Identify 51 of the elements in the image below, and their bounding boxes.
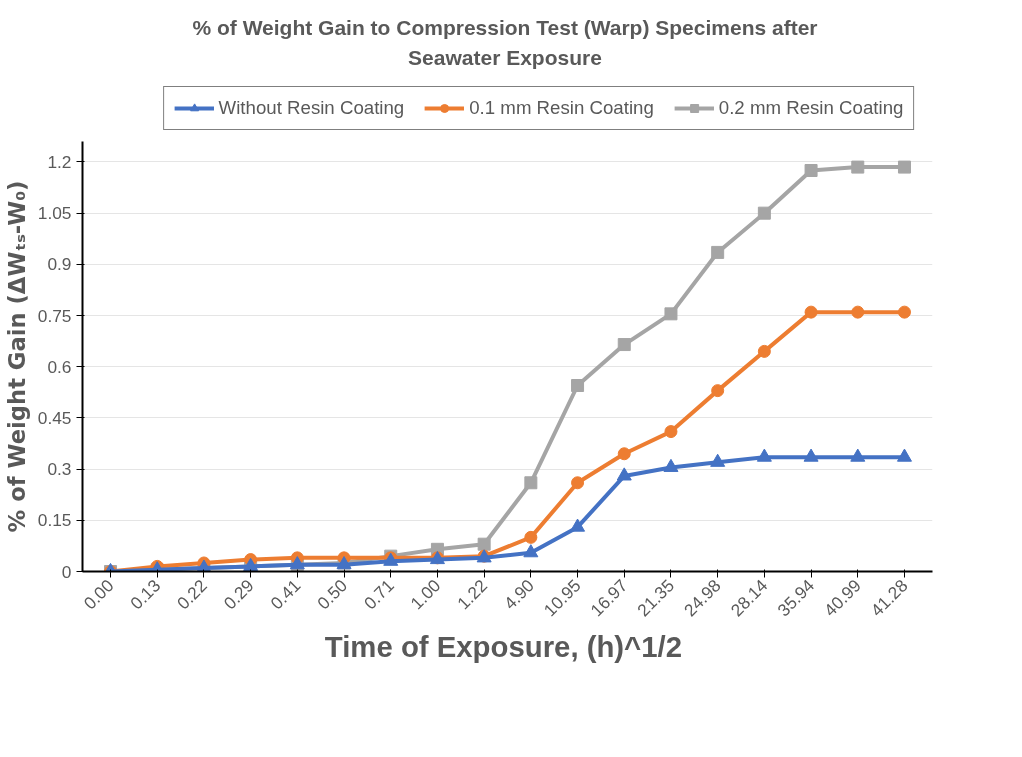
point [851, 160, 865, 174]
chart-title: % of Weight Gain to Compression Test (Warp) Specimens after Seawater Exposure [191, 15, 819, 71]
y-tick-label: 0.15 [37, 510, 72, 531]
y-tick-label: 0.75 [37, 305, 72, 326]
x-tick-label: 0.41 [266, 575, 305, 614]
point [756, 448, 772, 462]
x-tick-label: 0.13 [126, 575, 165, 614]
point [570, 518, 586, 532]
point [664, 307, 678, 321]
x-tick-label: 0.50 [313, 575, 352, 614]
point [710, 453, 726, 467]
point [664, 425, 678, 439]
x-tick-label: 0.00 [79, 575, 118, 614]
point [757, 344, 771, 358]
point [711, 245, 725, 259]
point [617, 338, 631, 352]
x-tick-label: 4.90 [499, 575, 538, 614]
y-tick-label: 1.2 [47, 151, 72, 172]
point [617, 447, 631, 461]
point [897, 160, 911, 174]
point [663, 458, 679, 472]
y-tick-label: 0.3 [47, 459, 72, 480]
x-axis-title: Time of Exposure, (h)^1/2 [324, 629, 683, 663]
point [524, 530, 538, 544]
legend-label: 0.1 mm Resin Coating [469, 97, 654, 119]
point [477, 537, 491, 551]
y-axis-title: % of Weight Gain (ΔWₜₛ-W₀) [3, 180, 30, 533]
point [757, 206, 771, 220]
point [897, 305, 911, 319]
point [523, 544, 539, 558]
y-tick-label: 0.9 [47, 254, 72, 275]
point [851, 305, 865, 319]
point [711, 384, 725, 398]
point [804, 164, 818, 178]
y-tick-label: 0.6 [47, 356, 72, 377]
x-tick-label: 0.29 [219, 575, 258, 614]
legend-label: Without Resin Coating [218, 97, 405, 119]
point [571, 476, 585, 490]
x-tick-label: 0.22 [173, 575, 211, 614]
point [803, 448, 819, 462]
legend-label: 0.2 mm Resin Coating [718, 97, 904, 119]
point [571, 379, 585, 393]
point [850, 448, 866, 462]
point [616, 467, 632, 481]
y-tick-label: 0.45 [37, 407, 72, 428]
point [524, 476, 538, 490]
point [804, 305, 818, 319]
y-tick-label: 0 [61, 561, 72, 582]
point [896, 448, 912, 462]
y-tick-label: 1.05 [37, 203, 72, 224]
x-tick-label: 0.71 [359, 575, 398, 614]
